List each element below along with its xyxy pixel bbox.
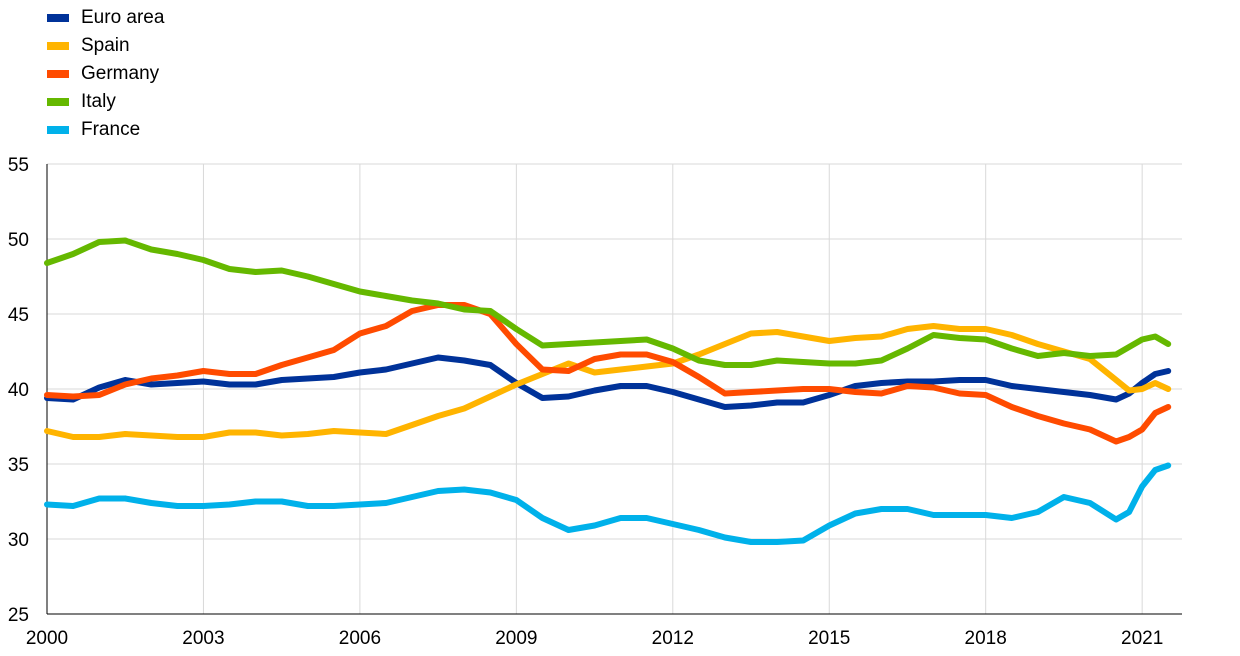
y-tick-label: 55: [8, 155, 29, 176]
series-line-spain: [44, 323, 1172, 440]
series-line-germany: [44, 302, 1172, 445]
x-tick-label: 2009: [495, 628, 537, 649]
x-tick-label: 2021: [1121, 628, 1163, 649]
legend-label: Germany: [81, 63, 160, 84]
x-tick-label: 2018: [965, 628, 1007, 649]
legend-item: Germany: [47, 60, 164, 88]
legend-label: France: [81, 119, 141, 140]
x-tick-label: 2000: [26, 628, 68, 649]
legend-swatch: [47, 126, 69, 134]
y-tick-label: 40: [8, 380, 29, 401]
legend-label: Spain: [81, 35, 130, 56]
y-tick-label: 50: [8, 230, 29, 251]
x-tick-label: 2012: [652, 628, 694, 649]
legend-item: Euro area: [47, 4, 164, 32]
legend-swatch: [47, 42, 69, 50]
legend-swatch: [47, 70, 69, 78]
y-tick-label: 45: [8, 305, 29, 326]
series-line-italy: [44, 237, 1172, 368]
y-tick-label: 25: [8, 605, 29, 626]
legend-item: Italy: [47, 88, 164, 116]
legend-swatch: [47, 98, 69, 106]
series-line-euro-area: [44, 354, 1172, 410]
x-tick-label: 2006: [339, 628, 381, 649]
legend: Euro area Spain Germany Italy France: [47, 4, 164, 144]
legend-item: France: [47, 116, 164, 144]
x-tick-label: 2003: [182, 628, 224, 649]
series-line-france: [44, 462, 1172, 545]
y-tick-label: 30: [8, 530, 29, 551]
legend-swatch: [47, 14, 69, 22]
y-tick-label: 35: [8, 455, 29, 476]
legend-label: Euro area: [81, 7, 165, 28]
legend-item: Spain: [47, 32, 164, 60]
x-tick-label: 2015: [808, 628, 850, 649]
legend-label: Italy: [81, 91, 116, 112]
